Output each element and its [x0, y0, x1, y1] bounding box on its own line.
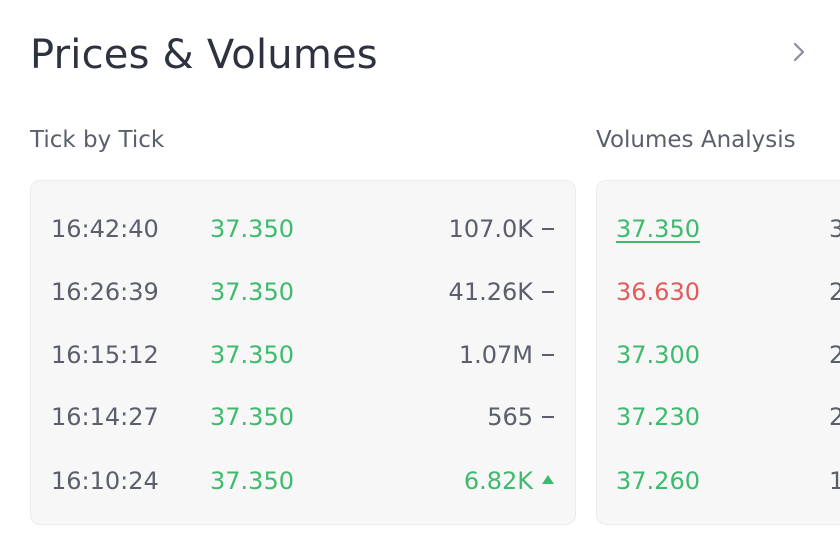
tick-price: 37.350	[210, 341, 294, 369]
volume-row[interactable]: 37.300 2	[597, 335, 840, 375]
volume-row[interactable]: 36.630 2	[597, 272, 840, 312]
volume-price: 37.230	[616, 403, 700, 431]
neutral-dash-icon	[541, 209, 555, 249]
volumes-analysis-card[interactable]: 37.350 3 36.630 2 37.300 2 37.230 2 37.2…	[596, 180, 840, 525]
tick-price: 37.350	[210, 215, 294, 243]
tick-time: 16:15:12	[51, 341, 159, 369]
tick-row: 16:42:40 37.350 107.0K	[31, 209, 575, 249]
tick-time: 16:10:24	[51, 467, 159, 495]
volume-row[interactable]: 37.350 3	[597, 209, 840, 249]
page-title: Prices & Volumes	[30, 32, 378, 78]
neutral-dash-icon	[541, 335, 555, 375]
tick-time: 16:26:39	[51, 278, 159, 306]
volume-count: 3	[829, 209, 840, 249]
tick-volume: 565	[487, 403, 533, 431]
tick-price: 37.350	[210, 467, 294, 495]
volume-price: 36.630	[616, 278, 700, 306]
tick-row: 16:26:39 37.350 41.26K	[31, 272, 575, 312]
neutral-dash-icon	[541, 397, 555, 437]
volume-count: 2	[829, 397, 840, 437]
tick-volume: 6.82K	[463, 467, 533, 495]
tick-volume: 107.0K	[448, 215, 533, 243]
chevron-right-icon[interactable]	[788, 40, 810, 64]
tick-price: 37.350	[210, 278, 294, 306]
tick-row: 16:15:12 37.350 1.07M	[31, 335, 575, 375]
tick-volume: 1.07M	[458, 341, 533, 369]
tick-time: 16:14:27	[51, 403, 159, 431]
tick-price: 37.350	[210, 403, 294, 431]
tick-time: 16:42:40	[51, 215, 159, 243]
volume-row[interactable]: 37.230 2	[597, 397, 840, 437]
volumes-analysis-label: Volumes Analysis	[596, 127, 796, 153]
volume-price-link[interactable]: 37.350	[616, 215, 700, 243]
neutral-dash-icon	[541, 272, 555, 312]
volume-count: 2	[829, 272, 840, 312]
volume-count: 2	[829, 335, 840, 375]
tick-volume: 41.26K	[448, 278, 533, 306]
tick-by-tick-card[interactable]: 16:42:40 37.350 107.0K 16:26:39 37.350 4…	[30, 180, 576, 525]
volume-count: 1	[829, 461, 840, 501]
volume-price: 37.300	[616, 341, 700, 369]
tick-row: 16:14:27 37.350 565	[31, 397, 575, 437]
tick-by-tick-label: Tick by Tick	[30, 127, 165, 153]
volume-price: 37.260	[616, 467, 700, 495]
up-triangle-icon	[541, 461, 555, 501]
tick-row: 16:10:24 37.350 6.82K	[31, 461, 575, 501]
volume-row[interactable]: 37.260 1	[597, 461, 840, 501]
